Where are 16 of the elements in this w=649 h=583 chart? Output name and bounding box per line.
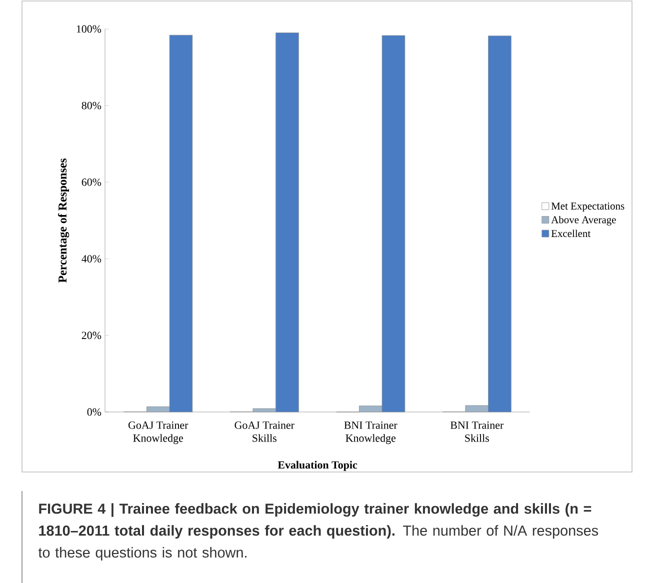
y-axis-title: Percentage of Responses xyxy=(58,158,70,283)
y-tick-label: 40% xyxy=(82,255,102,262)
y-tick-label: 0% xyxy=(87,408,102,416)
y-tick-label: 100% xyxy=(76,25,102,33)
y-tick-label: 80% xyxy=(82,102,102,110)
x-tick-label: GoAJ Trainer Skills xyxy=(234,422,294,442)
legend-label: Above Average xyxy=(551,216,616,226)
x-axis-title: Evaluation Topic xyxy=(278,460,358,471)
y-tick-label: 60% xyxy=(82,178,102,186)
legend-label: Excellent xyxy=(551,230,591,238)
text: FIGURE 4 | Trainee feedback on Epidemiology trainer knowledge and skills (n = 1810–2011 total daily responses for each question). The number of N/A responses to these questions is not shown. xyxy=(38,503,598,560)
legend-label: Met Expectations xyxy=(551,202,624,212)
x-tick-label: BNI Trainer Knowledge xyxy=(344,422,398,444)
x-tick-label: GoAJ Trainer Knowledge xyxy=(128,422,188,444)
x-tick-label: BNI Trainer Skills xyxy=(450,422,504,442)
y-tick-label: 20% xyxy=(82,332,102,340)
